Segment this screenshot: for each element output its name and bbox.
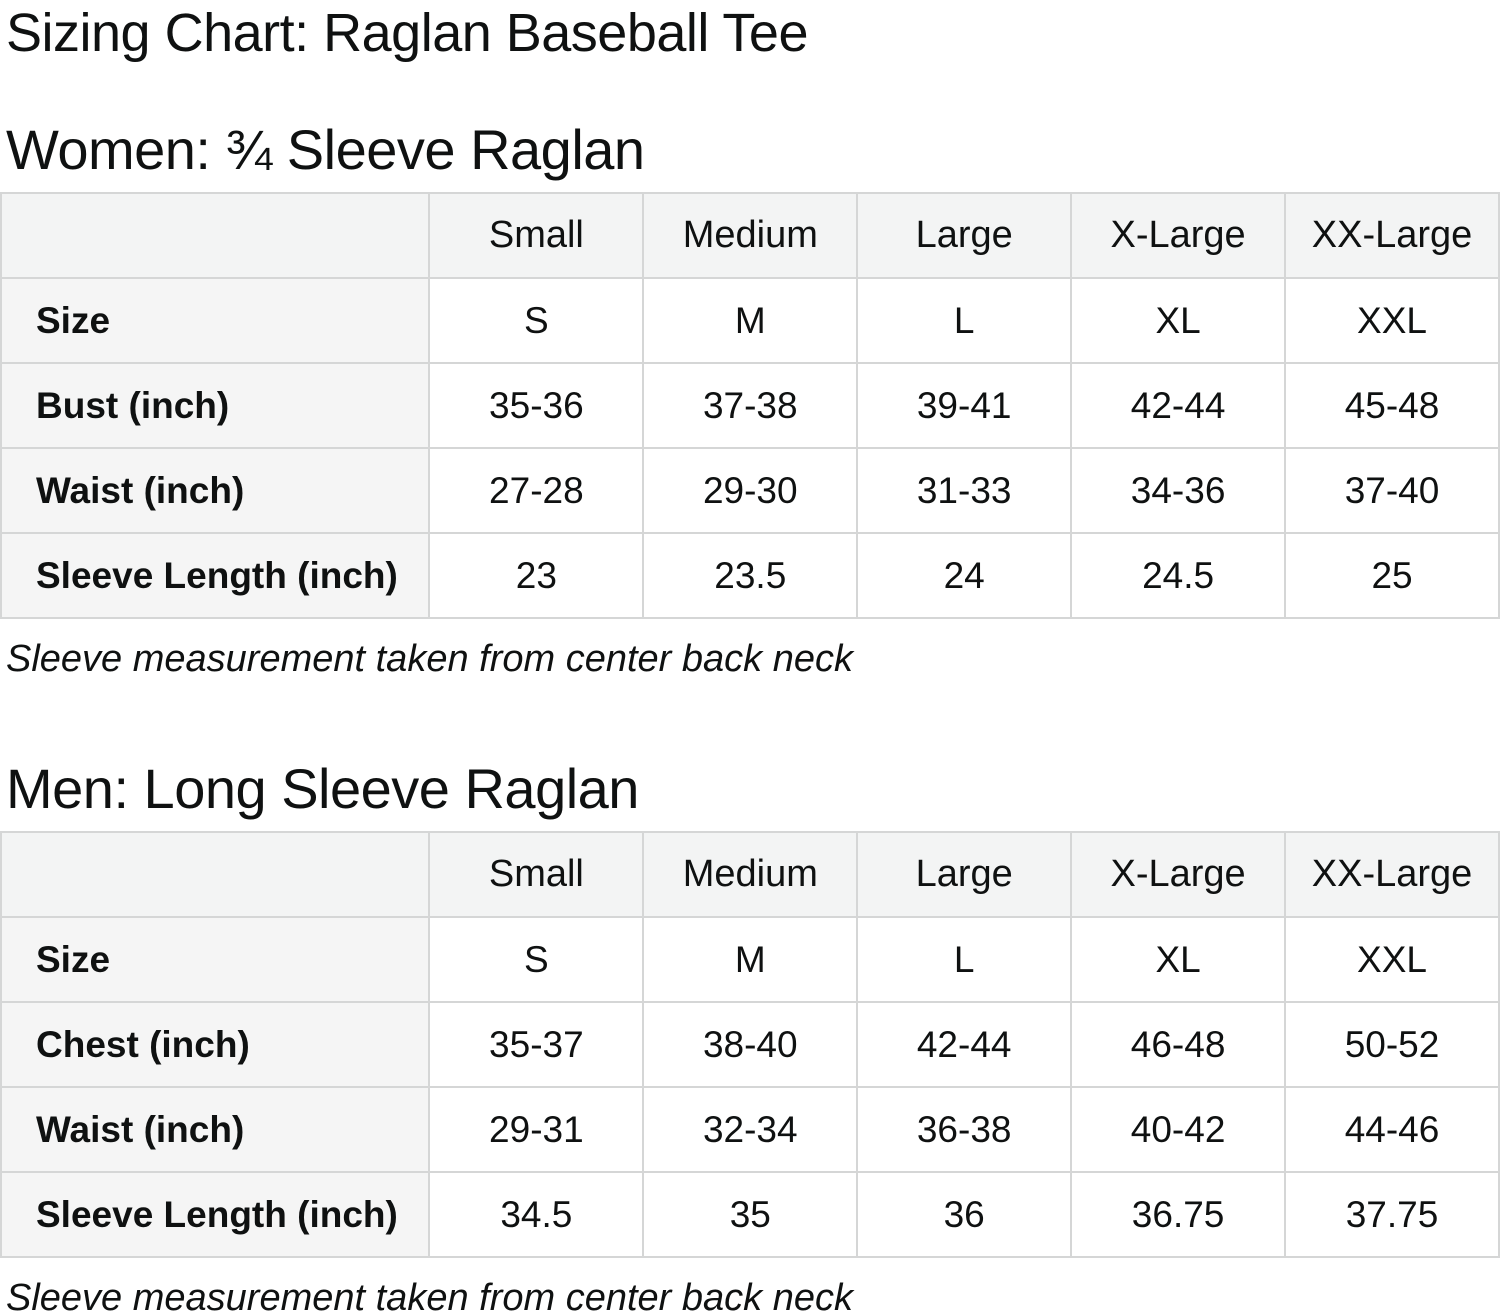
value-cell: 39-41	[856, 362, 1073, 449]
column-header: X-Large	[1070, 831, 1287, 918]
value-cell: 35-36	[428, 362, 645, 449]
value-cell: 36.75	[1070, 1171, 1287, 1258]
value-cell: M	[642, 916, 859, 1003]
value-cell: 24.5	[1070, 532, 1287, 619]
row-label: Sleeve Length (inch)	[0, 532, 431, 619]
value-cell: 34-36	[1070, 447, 1287, 534]
value-cell: 37-38	[642, 362, 859, 449]
value-cell: 38-40	[642, 1001, 859, 1088]
value-cell: 27-28	[428, 447, 645, 534]
column-header: XX-Large	[1284, 831, 1500, 918]
column-header: X-Large	[1070, 192, 1287, 279]
value-cell: 34.5	[428, 1171, 645, 1258]
value-cell: 42-44	[856, 1001, 1073, 1088]
value-cell: L	[856, 916, 1073, 1003]
value-cell: 44-46	[1284, 1086, 1500, 1173]
row-label: Bust (inch)	[0, 362, 431, 449]
table-row: Bust (inch) 35-36 37-38 39-41 42-44 45-48	[0, 362, 1500, 449]
column-header: Large	[856, 831, 1073, 918]
column-header: Small	[428, 192, 645, 279]
size-table-body: Size S M L XL XXL Bust (inch) 35-36 37-38 39-41 42…	[0, 277, 1500, 619]
header-row: Small Medium Large X-Large XX-Large	[0, 831, 1500, 918]
value-cell: 23.5	[642, 532, 859, 619]
value-cell: S	[428, 277, 645, 364]
value-cell: 24	[856, 532, 1073, 619]
row-label: Size	[0, 277, 431, 364]
size-table-head: Small Medium Large X-Large XX-Large	[0, 831, 1500, 918]
row-label: Size	[0, 916, 431, 1003]
sleeve-measurement-note: Sleeve measurement taken from center bac…	[6, 638, 853, 680]
column-header: Large	[856, 192, 1073, 279]
column-header: XX-Large	[1284, 192, 1500, 279]
value-cell: 35	[642, 1171, 859, 1258]
size-table-women: Small Medium Large X-Large XX-Large Size S M L XL…	[0, 192, 1500, 619]
value-cell: 50-52	[1284, 1001, 1500, 1088]
row-label: Chest (inch)	[0, 1001, 431, 1088]
row-label: Waist (inch)	[0, 1086, 431, 1173]
column-header: Medium	[642, 192, 859, 279]
value-cell: M	[642, 277, 859, 364]
value-cell: 23	[428, 532, 645, 619]
row-label: Waist (inch)	[0, 447, 431, 534]
value-cell: XXL	[1284, 916, 1500, 1003]
value-cell: 31-33	[856, 447, 1073, 534]
value-cell: 37-40	[1284, 447, 1500, 534]
value-cell: 42-44	[1070, 362, 1287, 449]
value-cell: 46-48	[1070, 1001, 1287, 1088]
section-heading-women: Women: ¾ Sleeve Raglan	[6, 118, 645, 181]
value-cell: L	[856, 277, 1073, 364]
value-cell: 32-34	[642, 1086, 859, 1173]
value-cell: S	[428, 916, 645, 1003]
section-heading-men: Men: Long Sleeve Raglan	[6, 757, 639, 820]
value-cell: XL	[1070, 277, 1287, 364]
table-row: Size S M L XL XXL	[0, 277, 1500, 364]
table-row: Sleeve Length (inch) 34.5 35 36 36.75 37.75	[0, 1171, 1500, 1258]
page-title: Sizing Chart: Raglan Baseball Tee	[6, 3, 809, 63]
size-table-men: Small Medium Large X-Large XX-Large Size S M L XL…	[0, 831, 1500, 1258]
table-row: Waist (inch) 29-31 32-34 36-38 40-42 44-46	[0, 1086, 1500, 1173]
table-row: Chest (inch) 35-37 38-40 42-44 46-48 50-52	[0, 1001, 1500, 1088]
value-cell: 29-30	[642, 447, 859, 534]
value-cell: XXL	[1284, 277, 1500, 364]
size-section-men: Men: Long Sleeve Raglan Small Medium Large X…	[0, 759, 1500, 1315]
value-cell: 36	[856, 1171, 1073, 1258]
value-cell: 45-48	[1284, 362, 1500, 449]
value-cell: XL	[1070, 916, 1287, 1003]
value-cell: 36-38	[856, 1086, 1073, 1173]
value-cell: 25	[1284, 532, 1500, 619]
size-table-body: Size S M L XL XXL Chest (inch) 35-37 38-40 42-44 4…	[0, 916, 1500, 1258]
header-row: Small Medium Large X-Large XX-Large	[0, 192, 1500, 279]
column-header: Small	[428, 831, 645, 918]
value-cell: 29-31	[428, 1086, 645, 1173]
corner-cell	[0, 192, 431, 279]
corner-cell	[0, 831, 431, 918]
table-row: Sleeve Length (inch) 23 23.5 24 24.5 25	[0, 532, 1500, 619]
size-section-women: Women: ¾ Sleeve Raglan Small Medium Large X-…	[0, 120, 1500, 681]
value-cell: 37.75	[1284, 1171, 1500, 1258]
table-row: Size S M L XL XXL	[0, 916, 1500, 1003]
row-label: Sleeve Length (inch)	[0, 1171, 431, 1258]
table-row: Waist (inch) 27-28 29-30 31-33 34-36 37-40	[0, 447, 1500, 534]
value-cell: 35-37	[428, 1001, 645, 1088]
sections: Women: ¾ Sleeve Raglan Small Medium Large X-…	[0, 120, 1500, 1315]
size-table-head: Small Medium Large X-Large XX-Large	[0, 192, 1500, 279]
value-cell: 40-42	[1070, 1086, 1287, 1173]
column-header: Medium	[642, 831, 859, 918]
sleeve-measurement-note: Sleeve measurement taken from center bac…	[6, 1277, 853, 1315]
